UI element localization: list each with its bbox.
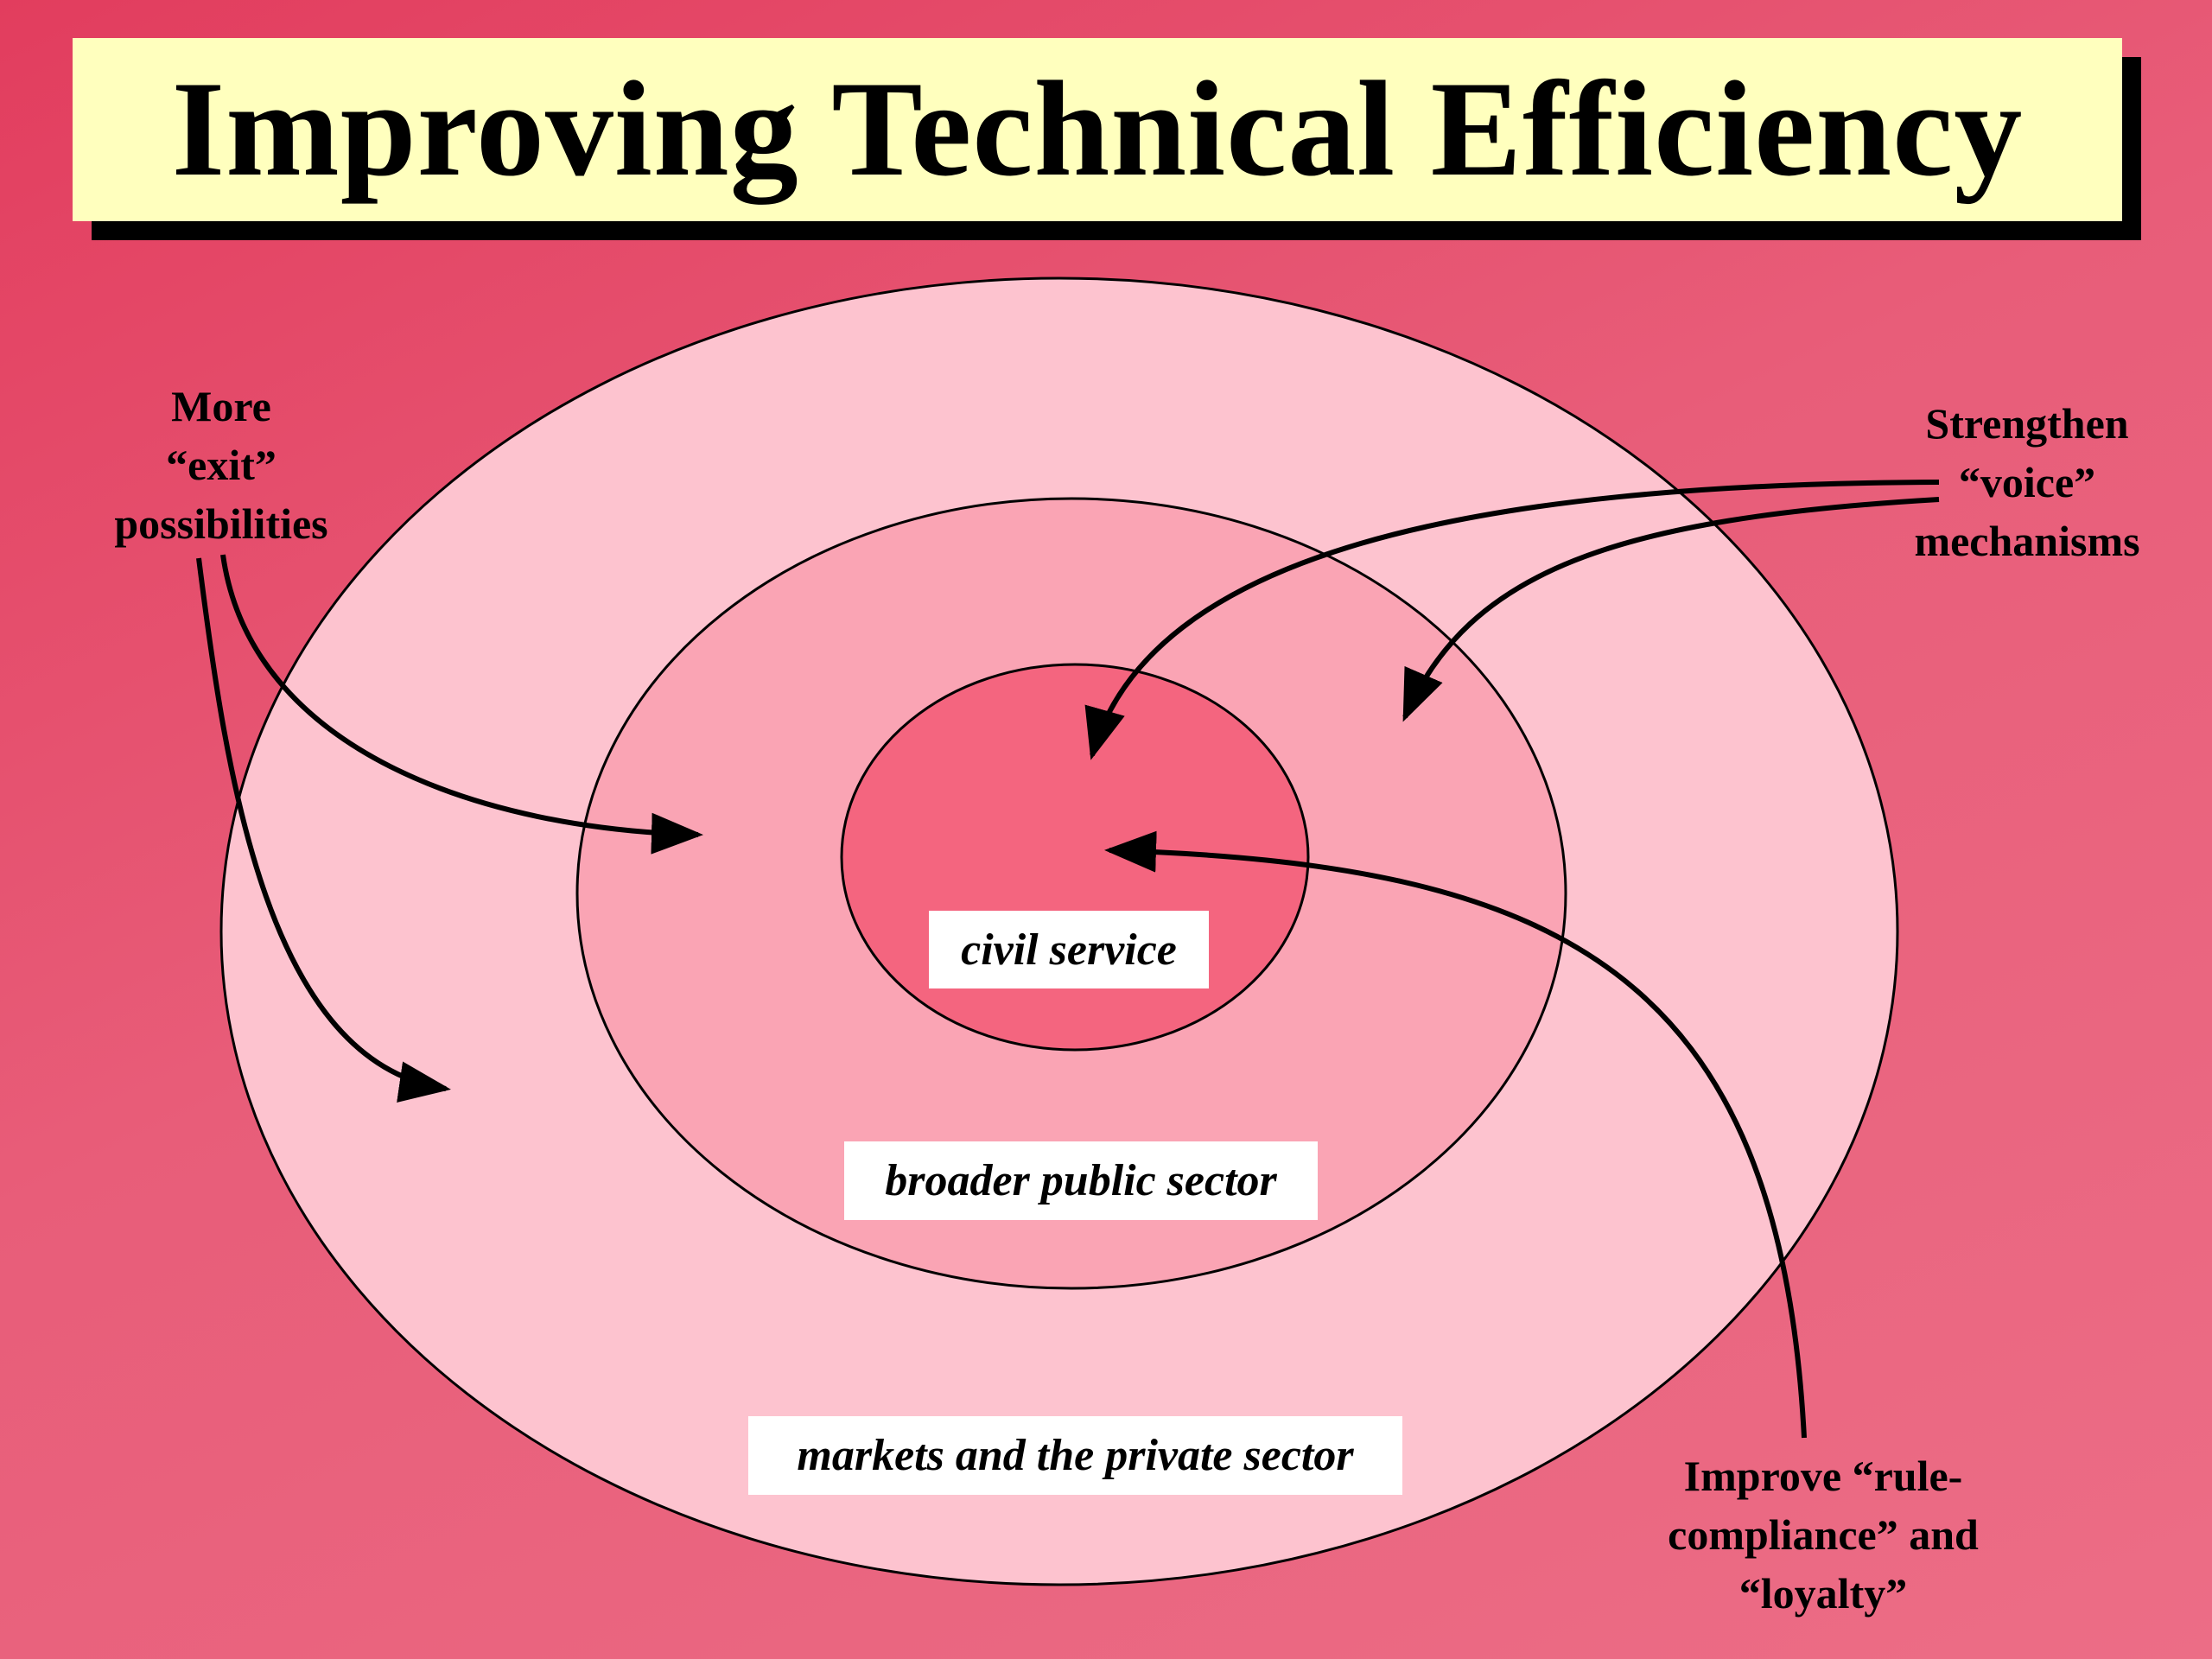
title-banner: Improving Technical Efficiency — [73, 38, 2122, 221]
civil-service-label: civil service — [929, 911, 1209, 988]
exit-annotation: More “exit” possibilities — [83, 377, 359, 553]
compliance-annotation: Improve “rule- compliance” and “loyalty” — [1607, 1446, 2039, 1623]
exit-arrow-to-markets — [196, 557, 451, 1103]
slide-title: Improving Technical Efficiency — [171, 54, 2024, 205]
voice-annotation: Strengthen “voice” mechanisms — [1880, 394, 2174, 570]
voice-line-3: mechanisms — [1914, 517, 2140, 565]
exit-arrow-to-public-sector — [220, 554, 703, 855]
private-sector-label: markets and the private sector — [748, 1416, 1402, 1495]
public-sector-label: broader public sector — [844, 1141, 1318, 1220]
voice-arrow-to-civil-service — [1084, 480, 1940, 760]
exit-line-1: More — [171, 382, 271, 430]
exit-line-3: possibilities — [114, 499, 328, 548]
voice-arrow-to-public-sector — [1402, 497, 1940, 722]
compliance-line-1: Improve “rule- — [1683, 1452, 1963, 1500]
exit-line-2: “exit” — [166, 441, 276, 489]
compliance-arrow-to-civil-service — [1104, 830, 1807, 1439]
compliance-line-2: compliance” and — [1668, 1510, 1979, 1559]
voice-line-2: “voice” — [1958, 458, 2096, 506]
voice-line-1: Strengthen — [1925, 399, 2129, 448]
compliance-line-3: “loyalty” — [1738, 1569, 1908, 1618]
